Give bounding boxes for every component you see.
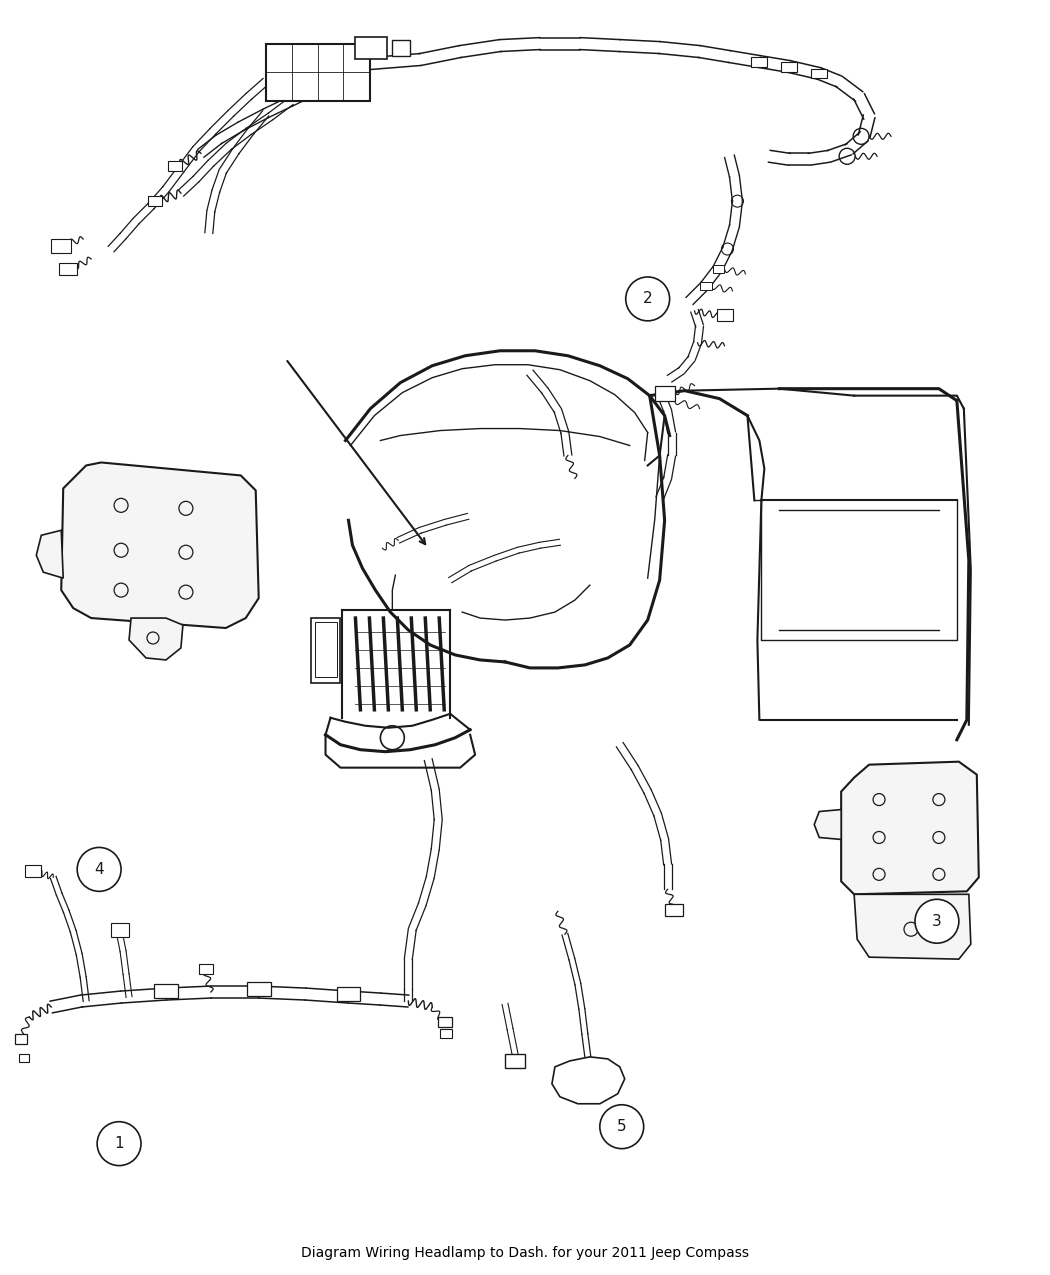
- Bar: [111, 923, 129, 937]
- Text: 2: 2: [643, 292, 652, 306]
- Bar: [505, 1054, 525, 1068]
- Bar: [440, 1029, 453, 1038]
- Bar: [356, 37, 387, 59]
- Polygon shape: [814, 810, 841, 839]
- Bar: [438, 1017, 453, 1026]
- Text: 4: 4: [94, 862, 104, 877]
- Bar: [336, 987, 360, 1001]
- Text: 5: 5: [617, 1119, 627, 1135]
- Bar: [168, 161, 182, 171]
- Bar: [717, 309, 734, 321]
- Bar: [393, 40, 411, 56]
- Bar: [19, 1054, 29, 1062]
- Bar: [699, 282, 712, 289]
- Bar: [198, 964, 213, 974]
- Bar: [154, 984, 177, 998]
- Circle shape: [78, 848, 121, 891]
- Polygon shape: [854, 894, 971, 959]
- Circle shape: [600, 1104, 644, 1149]
- Bar: [247, 982, 271, 996]
- Polygon shape: [841, 761, 979, 894]
- Circle shape: [626, 277, 670, 321]
- Bar: [665, 904, 682, 917]
- Bar: [148, 196, 162, 207]
- Polygon shape: [552, 1057, 625, 1104]
- Text: Diagram Wiring Headlamp to Dash. for your 2011 Jeep Compass: Diagram Wiring Headlamp to Dash. for you…: [301, 1247, 749, 1261]
- Bar: [654, 385, 674, 400]
- Bar: [781, 61, 797, 71]
- Text: 1: 1: [114, 1136, 124, 1151]
- Bar: [315, 622, 336, 677]
- Polygon shape: [129, 618, 183, 660]
- Bar: [713, 265, 724, 273]
- Bar: [16, 1034, 27, 1044]
- Bar: [59, 263, 78, 275]
- Circle shape: [98, 1122, 141, 1165]
- Bar: [25, 866, 41, 877]
- Circle shape: [915, 899, 959, 944]
- Text: 3: 3: [932, 914, 942, 928]
- Bar: [812, 69, 827, 79]
- Bar: [266, 43, 371, 102]
- Bar: [311, 618, 340, 683]
- Bar: [51, 238, 71, 252]
- Polygon shape: [37, 530, 63, 578]
- Bar: [752, 56, 768, 66]
- Polygon shape: [61, 463, 258, 629]
